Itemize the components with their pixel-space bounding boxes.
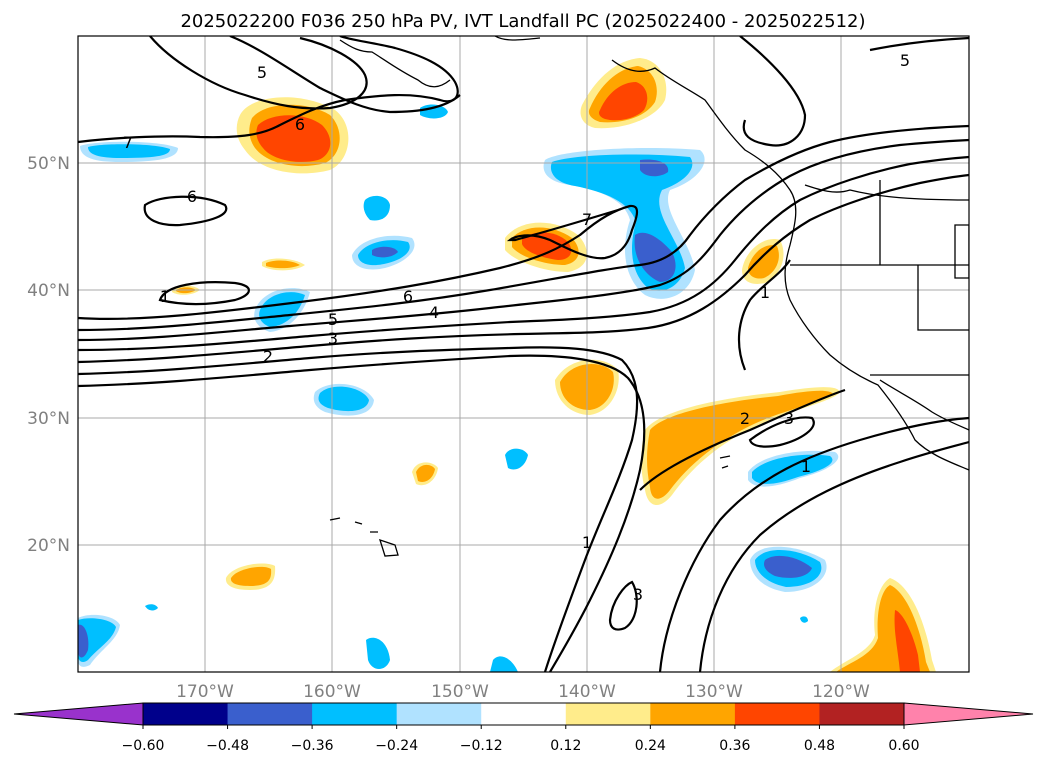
- colorbar-level-label: −0.24: [375, 738, 418, 754]
- contour-label: 6: [187, 187, 197, 206]
- lat-label: 50°N: [27, 154, 70, 174]
- pv-anomaly-fills: [78, 58, 936, 672]
- contour-label: 6: [403, 287, 413, 306]
- lon-label: 170°W: [176, 682, 234, 702]
- contour-label: 1: [160, 287, 170, 306]
- colorbar-bin: [227, 703, 313, 725]
- colorbar-bin: [734, 703, 820, 725]
- lat-label: 40°N: [27, 281, 70, 301]
- latitude-labels: 50°N 40°N 30°N 20°N: [27, 154, 70, 556]
- colorbar-level-label: 0.60: [888, 738, 919, 754]
- colorbar-frame: [142, 702, 905, 726]
- contour-label: 7: [123, 133, 133, 152]
- lon-label: 140°W: [558, 682, 616, 702]
- colorbar-level-label: −0.60: [122, 738, 165, 754]
- map-content: 7 6 5 6 7 6 5 4 3 2 1 2 3 1 1 3 5 1: [78, 36, 969, 672]
- contour-label: 6: [295, 115, 305, 134]
- colorbar-level-label: 0.36: [719, 738, 750, 754]
- colorbar-bin: [565, 703, 651, 725]
- longitude-labels: 170°W 160°W 150°W 140°W 130°W 120°W: [176, 682, 870, 702]
- anomaly-positive-ca-mid: [748, 245, 779, 279]
- colorbar-level-label: −0.48: [206, 738, 249, 754]
- colorbar-bins: [143, 703, 905, 725]
- anomaly-positive-mid-core: [522, 232, 572, 260]
- lat-label: 20°N: [27, 536, 70, 556]
- colorbar-level-label: −0.36: [291, 738, 334, 754]
- figure-title: 2025022200 F036 250 hPa PV, IVT Landfall…: [180, 11, 865, 32]
- colorbar-bin: [650, 703, 736, 725]
- colorbar-under-triangle: [13, 702, 144, 726]
- pv-contours: [78, 36, 969, 672]
- colorbar-bin: [396, 703, 482, 725]
- colorbar-level-label: 0.48: [804, 738, 835, 754]
- colorbar: −0.60 −0.48 −0.36 −0.24 −0.12 0.12 0.24 0.36 0.4…: [13, 702, 1034, 754]
- lon-label: 160°W: [303, 682, 361, 702]
- contour-label: 7: [582, 210, 592, 229]
- contour-label: 3: [633, 585, 643, 604]
- lon-label: 150°W: [431, 682, 489, 702]
- anomaly-negative-bc-core2: [634, 232, 676, 282]
- contour-label: 2: [263, 347, 273, 366]
- contour-labels: 7 6 5 6 7 6 5 4 3 2 1 2 3 1 1 3 5 1: [123, 51, 910, 604]
- contour-label: 1: [801, 457, 811, 476]
- anomaly-positive-goa-core: [599, 82, 648, 121]
- lon-label: 120°W: [812, 682, 870, 702]
- contour-label: 5: [257, 63, 267, 82]
- colorbar-bin: [481, 703, 567, 725]
- contour-label: 3: [784, 409, 794, 428]
- colorbar-over-triangle: [903, 702, 1034, 726]
- colorbar-bin: [143, 703, 229, 725]
- contour-label: 2: [740, 409, 750, 428]
- colorbar-level-label: 0.24: [635, 738, 666, 754]
- colorbar-level-label: 0.12: [550, 738, 581, 754]
- contour-label: 1: [760, 283, 770, 302]
- colorbar-labels: −0.60 −0.48 −0.36 −0.24 −0.12 0.12 0.24 0.36 0.4…: [122, 725, 920, 754]
- contour-label: 5: [900, 51, 910, 70]
- colorbar-bin: [312, 703, 398, 725]
- map-frame: [77, 35, 970, 673]
- lon-label: 130°W: [685, 682, 743, 702]
- contour-label: 3: [328, 329, 338, 348]
- contour-label: 5: [328, 310, 338, 329]
- colorbar-bin: [819, 703, 905, 725]
- contour-label: 4: [429, 303, 439, 322]
- anomaly-negative-bc-core1: [640, 159, 669, 177]
- lat-label: 30°N: [27, 409, 70, 429]
- contour-label: 1: [582, 533, 592, 552]
- colorbar-level-label: −0.12: [460, 738, 503, 754]
